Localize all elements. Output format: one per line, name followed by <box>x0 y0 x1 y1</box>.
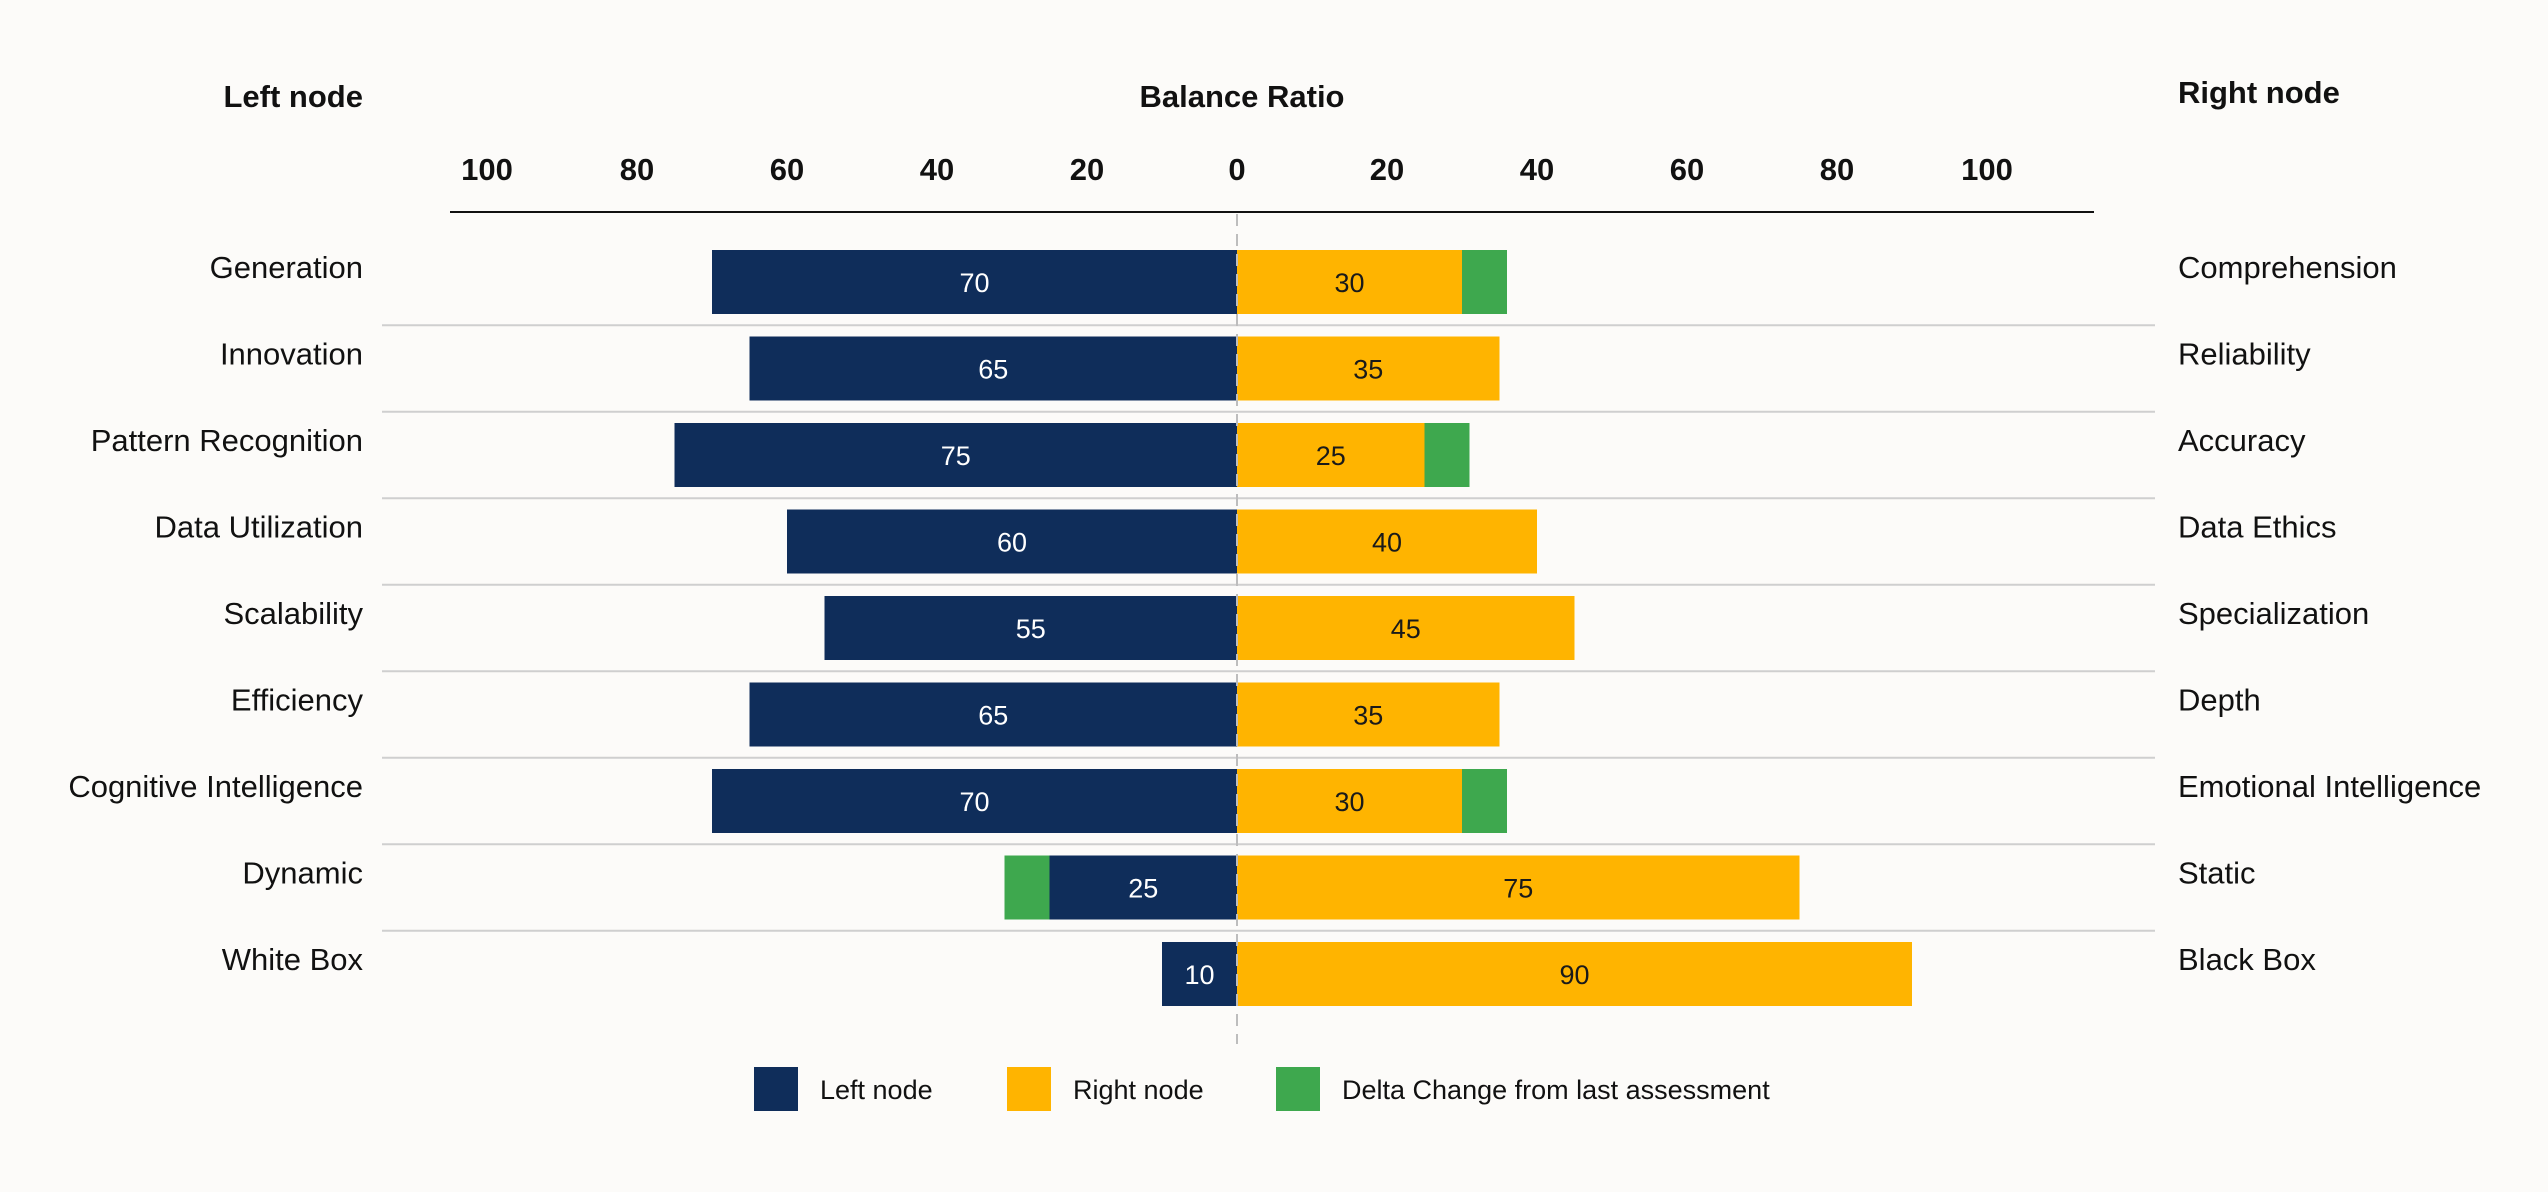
right-delta-bar <box>1462 769 1507 833</box>
right-bar <box>1237 509 1537 574</box>
left-category-label: Scalability <box>223 596 363 631</box>
left-bar <box>787 509 1237 574</box>
right-category-label: Black Box <box>2178 942 2316 977</box>
x-tick-label: 60 <box>770 152 804 187</box>
legend: Left node Right node Delta Change from las… <box>754 1067 1770 1111</box>
right-category-label: Static <box>2178 856 2256 891</box>
right-value-label: 35 <box>1353 701 1383 731</box>
left-bar <box>749 336 1237 401</box>
left-bar <box>749 682 1237 747</box>
x-tick-label: 40 <box>920 152 954 187</box>
right-category-label: Comprehension <box>2178 250 2397 285</box>
left-bar <box>824 596 1237 660</box>
left-value-label: 25 <box>1128 874 1158 904</box>
left-value-label: 75 <box>941 441 971 471</box>
left-category-label: White Box <box>222 942 364 977</box>
right-category-label: Depth <box>2178 683 2261 718</box>
right-value-label: 90 <box>1559 960 1589 990</box>
right-value-label: 75 <box>1503 874 1533 904</box>
left-value-label: 70 <box>959 268 989 298</box>
legend-swatch <box>1276 1067 1320 1111</box>
right-value-label: 25 <box>1316 441 1346 471</box>
left-category-label: Generation <box>210 250 363 285</box>
x-tick-label: 20 <box>1070 152 1104 187</box>
right-value-label: 40 <box>1372 528 1402 558</box>
x-tick-label: 60 <box>1670 152 1704 187</box>
x-axis-ticks: 100 80 60 40 20 0 20 40 60 80 100 <box>461 152 2013 187</box>
left-category-label: Data Utilization <box>155 510 363 545</box>
right-delta-bar <box>1424 423 1470 487</box>
left-category-label: Pattern Recognition <box>91 423 363 458</box>
left-bar <box>674 423 1237 487</box>
left-value-label: 70 <box>959 787 989 817</box>
legend-swatch <box>754 1067 798 1111</box>
right-bar <box>1237 423 1425 487</box>
left-value-label: 55 <box>1016 614 1046 644</box>
x-tick-label: 20 <box>1370 152 1404 187</box>
right-bar <box>1237 250 1462 314</box>
row-separators <box>382 324 2155 932</box>
x-tick-label: 100 <box>1961 152 2013 187</box>
legend-swatch <box>1007 1067 1051 1111</box>
left-value-label: 60 <box>997 528 1027 558</box>
left-delta-bar <box>1004 855 1050 920</box>
bars-group: 70 30 65 35 75 25 60 40 55 45 65 35 70 30 25 75 10 90 <box>674 250 1912 1006</box>
left-category-label: Cognitive Intelligence <box>68 769 363 804</box>
chart-title: Balance Ratio <box>1139 79 1344 114</box>
left-node-header: Left node <box>224 79 364 114</box>
right-category-label: Accuracy <box>2178 423 2306 458</box>
left-bar <box>712 769 1237 833</box>
left-bar <box>1049 855 1237 920</box>
right-node-header: Right node <box>2178 75 2340 110</box>
x-tick-label: 0 <box>1228 152 1245 187</box>
right-category-label: Reliability <box>2178 337 2311 372</box>
left-value-label: 65 <box>978 701 1008 731</box>
right-bar <box>1237 682 1500 747</box>
legend-label: Delta Change from last assessment <box>1342 1075 1770 1105</box>
legend-label: Left node <box>820 1075 933 1105</box>
left-value-label: 65 <box>978 355 1008 385</box>
left-value-label: 10 <box>1184 960 1214 990</box>
left-category-label: Dynamic <box>242 856 363 891</box>
right-value-label: 45 <box>1391 614 1421 644</box>
right-category-label: Data Ethics <box>2178 510 2337 545</box>
x-tick-label: 80 <box>620 152 654 187</box>
x-tick-label: 80 <box>1820 152 1854 187</box>
legend-label: Right node <box>1073 1075 1204 1105</box>
right-category-label: Emotional Intelligence <box>2178 769 2481 804</box>
category-labels: Generation Comprehension Innovation Reliabi… <box>68 250 2481 977</box>
right-category-label: Specialization <box>2178 596 2369 631</box>
left-bar <box>712 250 1237 314</box>
right-value-label: 35 <box>1353 355 1383 385</box>
x-tick-label: 40 <box>1520 152 1554 187</box>
right-bar <box>1237 336 1500 401</box>
left-category-label: Efficiency <box>231 683 364 718</box>
right-bar <box>1237 769 1462 833</box>
right-value-label: 30 <box>1334 268 1364 298</box>
right-bar <box>1237 596 1575 660</box>
left-category-label: Innovation <box>220 337 363 372</box>
right-bar <box>1237 942 1912 1006</box>
left-bar <box>1162 942 1237 1006</box>
right-delta-bar <box>1462 250 1507 314</box>
right-value-label: 30 <box>1334 787 1364 817</box>
right-bar <box>1237 855 1800 920</box>
x-tick-label: 100 <box>461 152 513 187</box>
